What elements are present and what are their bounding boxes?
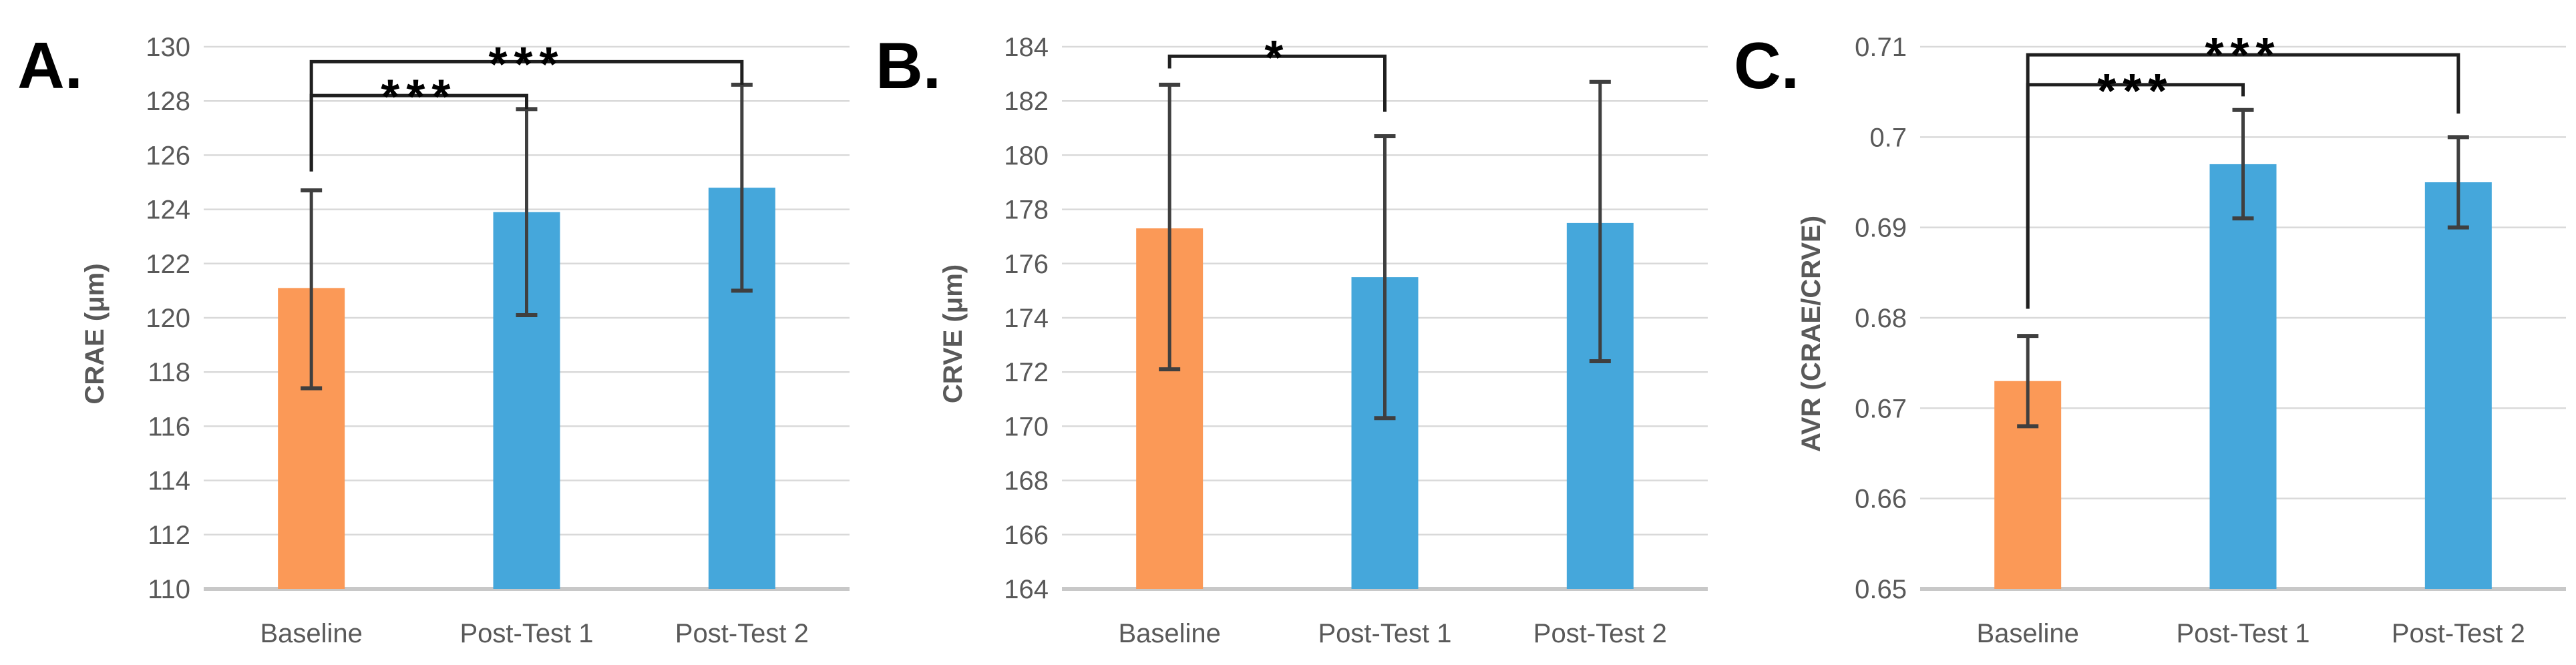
- bar-post-test-2: [2424, 182, 2492, 589]
- category-label-post-test-1: Post-Test 1: [459, 619, 593, 648]
- y-axis-title: CRAE (μm): [80, 263, 110, 404]
- y-tick-label: 170: [1004, 412, 1049, 441]
- y-tick-label: 182: [1004, 87, 1049, 116]
- category-label-post-test-2: Post-Test 2: [675, 619, 809, 648]
- y-tick-label: 176: [1004, 250, 1049, 279]
- panel-b: 164 166 168 170 172 174 176 178 180 182 184 * Baseli…: [858, 0, 1716, 665]
- significance-label: ***: [2097, 65, 2173, 118]
- y-tick-label: 114: [148, 467, 190, 496]
- category-label-baseline: Baseline: [1976, 619, 2078, 648]
- y-tick-label: 110: [148, 575, 190, 604]
- y-axis-title: AVR (CRAE/CRVE): [1797, 216, 1826, 452]
- y-tick-label: 0.7: [1869, 123, 1907, 152]
- y-tick-label: 112: [148, 521, 190, 550]
- y-tick-label: 0.69: [1855, 214, 1907, 243]
- significance-label: ***: [488, 38, 564, 91]
- significance-bracket: [309, 59, 744, 172]
- panel-b-chart: 164 166 168 170 172 174 176 178 180 182 184 * Baseli…: [876, 29, 1708, 648]
- y-tick-label: 118: [148, 358, 190, 387]
- y-tick-label: 178: [1004, 196, 1049, 225]
- y-tick-label: 122: [146, 250, 190, 279]
- panel-c-chart: 0.65 0.66 0.67 0.68 0.69 0.7 0.71 *** *** Baselin…: [1734, 29, 2566, 648]
- y-tick-label: 0.66: [1855, 485, 1907, 514]
- y-tick-label: 124: [146, 196, 190, 225]
- panel-c: 0.65 0.66 0.67 0.68 0.69 0.7 0.71 *** *** Baselin…: [1716, 0, 2575, 665]
- y-tick-label: 116: [148, 412, 190, 441]
- y-tick-label: 130: [146, 33, 190, 62]
- significance-bracket: [2026, 53, 2460, 309]
- bar-post-test-1: [2209, 164, 2277, 589]
- y-tick-label: 0.68: [1855, 304, 1907, 333]
- panel-a-chart: 110 112 114 116 118 120 122 124 126 128 130 *** *** B…: [17, 29, 850, 648]
- category-label-post-test-1: Post-Test 1: [2176, 619, 2310, 648]
- y-tick-label: 168: [1004, 467, 1049, 496]
- significance-label: ***: [2205, 29, 2281, 82]
- significance-label: ***: [381, 71, 457, 124]
- panel-letter: C.: [1734, 29, 1799, 102]
- y-tick-label: 180: [1004, 141, 1049, 170]
- category-label-post-test-2: Post-Test 2: [1533, 619, 1667, 648]
- category-label-post-test-2: Post-Test 2: [2392, 619, 2525, 648]
- category-label-baseline: Baseline: [1118, 619, 1220, 648]
- category-label-baseline: Baseline: [260, 619, 362, 648]
- y-axis-title: CRVE (μm): [938, 264, 968, 403]
- significance-bracket: [1167, 54, 1387, 112]
- y-tick-label: 166: [1004, 521, 1049, 550]
- significance-label: *: [1264, 31, 1290, 85]
- y-tick-label: 0.71: [1855, 33, 1907, 62]
- panel-letter: A.: [17, 29, 83, 102]
- y-tick-label: 172: [1004, 358, 1049, 387]
- y-tick-label: 120: [146, 304, 190, 333]
- y-tick-label: 128: [146, 87, 190, 116]
- y-tick-label: 126: [146, 141, 190, 170]
- category-label-post-test-1: Post-Test 1: [1318, 619, 1451, 648]
- y-tick-label: 0.65: [1855, 575, 1907, 604]
- y-tick-label: 164: [1004, 575, 1049, 604]
- y-tick-label: 0.67: [1855, 394, 1907, 423]
- y-tick-label: 184: [1004, 33, 1049, 62]
- panel-a: 110 112 114 116 118 120 122 124 126 128 130 *** *** B…: [0, 0, 858, 665]
- y-tick-label: 174: [1004, 304, 1049, 333]
- panel-letter: B.: [876, 29, 941, 102]
